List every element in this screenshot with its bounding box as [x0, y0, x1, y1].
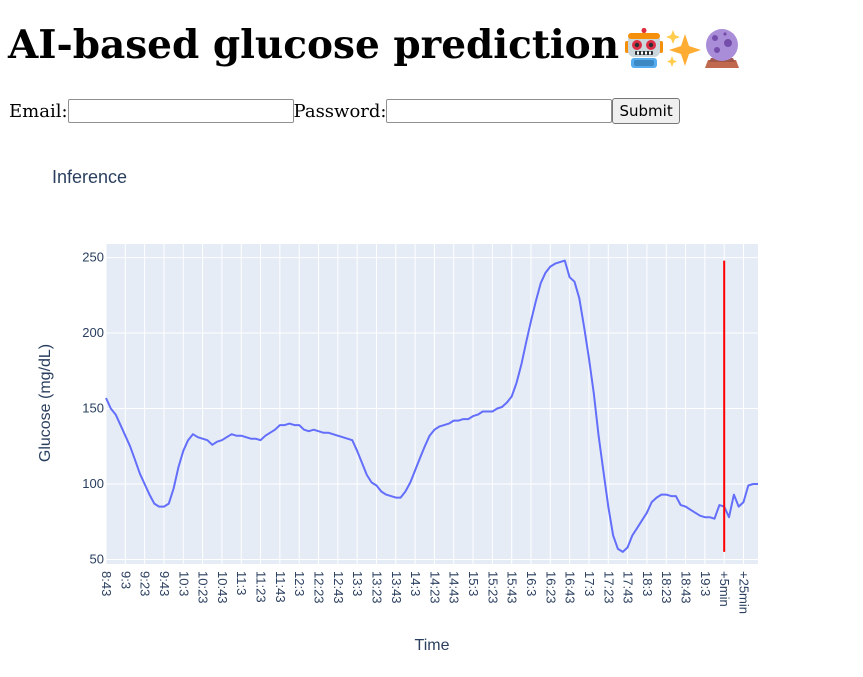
crystal-ball-icon: [705, 29, 739, 68]
x-tick-label: 18:43: [679, 571, 694, 604]
x-tick-label: 10:3: [176, 571, 191, 596]
submit-button[interactable]: Submit: [612, 98, 680, 124]
login-form: Email: Password: Submit: [9, 98, 680, 124]
y-tick-label: 250: [82, 250, 104, 265]
robot-icon: [625, 28, 663, 68]
title-emojis: [623, 28, 741, 68]
x-tick-label: 17:23: [601, 571, 616, 604]
glucose-series-line: [105, 259, 758, 553]
x-tick-label: 16:43: [563, 571, 578, 604]
chart-svg: Inference 50 100 150 200 250 8:43 9:3 9:23 9:43…: [37, 167, 758, 654]
x-tick-label: 12:23: [312, 571, 327, 604]
password-field[interactable]: [386, 99, 613, 123]
x-tick-label: 13:43: [389, 571, 404, 604]
x-tick-label: 11:43: [273, 571, 288, 603]
x-tick-label: 10:23: [196, 571, 211, 604]
x-tick-label: 8:43: [99, 571, 114, 596]
x-axis-label: Time: [415, 637, 450, 654]
email-field[interactable]: [67, 99, 294, 123]
sparkles-icon: [666, 30, 701, 67]
x-tick-label: 9:23: [138, 571, 153, 596]
x-tick-label: 13:23: [369, 571, 384, 604]
password-label: Password:: [293, 100, 387, 122]
x-tick-label: 18:23: [659, 571, 674, 604]
chart-title: Inference: [52, 167, 127, 187]
x-tick-label: 11:23: [254, 571, 269, 603]
x-tick-label: +25min: [737, 571, 752, 614]
y-tick-label: 200: [82, 325, 104, 340]
plot-area: [106, 244, 758, 564]
y-tick-label: 150: [82, 401, 104, 416]
x-tick-label: 15:3: [466, 571, 481, 596]
x-tick-label: 15:23: [485, 571, 500, 604]
x-tick-label: 9:3: [118, 571, 133, 589]
page-title: AI-based glucose prediction: [8, 22, 619, 69]
x-tick-label: 15:43: [505, 571, 520, 604]
page-title-text: AI-based glucose prediction: [8, 22, 620, 68]
x-tick-label: 14:43: [447, 571, 462, 604]
x-tick-label: 12:3: [292, 571, 307, 596]
x-tick-label: 18:3: [640, 571, 655, 596]
x-tick-label: 10:43: [215, 571, 230, 604]
x-tick-label: 12:43: [331, 571, 346, 604]
x-tick-label: 17:3: [582, 571, 597, 596]
x-tick-label: 13:3: [350, 571, 365, 596]
y-axis-label: Glucose (mg/dL): [37, 344, 54, 462]
x-tick-label: 16:23: [543, 571, 558, 604]
x-tick-label: 16:3: [524, 571, 539, 596]
x-tick-label: +5min: [717, 571, 732, 607]
x-tick-label: 11:3: [234, 571, 249, 595]
x-tick-label: 14:3: [408, 571, 423, 596]
x-tick-label: 19:3: [698, 571, 713, 596]
email-label: Email:: [9, 100, 68, 122]
x-tick-label: 17:43: [621, 571, 636, 604]
x-tick-label: 14:23: [427, 571, 442, 604]
y-tick-label: 100: [82, 476, 104, 491]
y-tick-label: 50: [90, 551, 104, 566]
glucose-chart: Inference 50 100 150 200 250 8:43 9:3 9:23 9:43…: [0, 140, 863, 673]
x-tick-label: 9:43: [157, 571, 172, 596]
